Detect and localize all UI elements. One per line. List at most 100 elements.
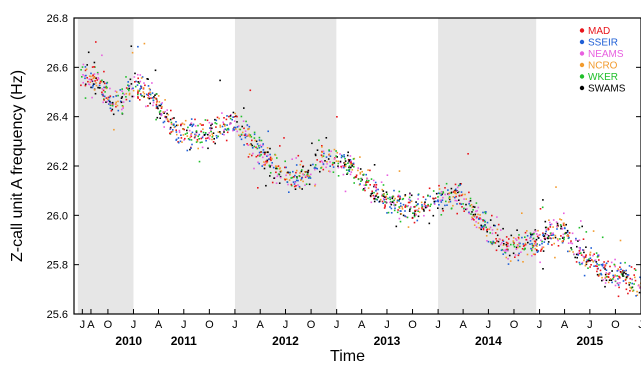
- data-point: [476, 210, 478, 212]
- data-point: [607, 276, 610, 278]
- data-point: [88, 75, 91, 77]
- data-point: [225, 118, 228, 121]
- data-point: [591, 259, 593, 261]
- data-point: [201, 146, 204, 149]
- data-point: [510, 234, 513, 237]
- data-point: [219, 126, 222, 128]
- data-point: [606, 273, 608, 275]
- data-point: [331, 163, 334, 166]
- data-point: [189, 124, 192, 126]
- data-point: [398, 207, 401, 209]
- data-point: [400, 210, 402, 212]
- data-point: [454, 183, 457, 186]
- data-point: [385, 195, 388, 198]
- data-point: [314, 183, 317, 186]
- data-point: [315, 167, 317, 169]
- data-point: [619, 239, 622, 242]
- data-point: [556, 228, 558, 230]
- data-point: [160, 103, 163, 105]
- data-point: [321, 155, 324, 158]
- data-point: [541, 240, 543, 243]
- data-point: [177, 124, 179, 126]
- data-point: [540, 239, 542, 242]
- data-point: [359, 168, 362, 170]
- data-point: [327, 158, 330, 160]
- data-point: [151, 92, 154, 94]
- data-point: [262, 144, 264, 147]
- data-point: [418, 211, 421, 213]
- data-point: [222, 121, 224, 124]
- data-point: [408, 198, 410, 201]
- data-point: [578, 249, 581, 252]
- data-point: [284, 160, 286, 163]
- data-point: [309, 177, 312, 179]
- data-point: [351, 162, 353, 165]
- data-point: [280, 170, 283, 172]
- data-point: [307, 169, 310, 172]
- data-point: [246, 124, 249, 126]
- data-point: [170, 131, 173, 133]
- data-point: [460, 203, 462, 205]
- data-point: [302, 180, 304, 183]
- data-point: [429, 195, 431, 198]
- data-point: [492, 240, 494, 243]
- data-point: [148, 87, 151, 90]
- data-point: [619, 266, 621, 268]
- data-point: [549, 226, 552, 228]
- data-point: [425, 206, 427, 209]
- data-point: [576, 256, 578, 259]
- data-point: [139, 99, 141, 101]
- data-point: [291, 176, 294, 179]
- data-point: [516, 244, 519, 246]
- data-point: [505, 236, 508, 238]
- data-point: [95, 82, 97, 84]
- data-point: [343, 166, 345, 169]
- data-point: [311, 142, 313, 145]
- data-point: [465, 203, 467, 206]
- data-point: [295, 164, 298, 166]
- data-point: [225, 139, 228, 142]
- data-point: [132, 89, 135, 92]
- data-point: [375, 188, 378, 191]
- data-point: [101, 79, 103, 82]
- data-point: [254, 139, 256, 142]
- data-point: [149, 102, 151, 105]
- data-point: [224, 128, 226, 130]
- data-point: [130, 83, 133, 85]
- data-point: [474, 213, 477, 216]
- data-point: [609, 278, 612, 280]
- data-point: [435, 200, 437, 203]
- data-point: [200, 137, 202, 140]
- data-point: [601, 265, 604, 267]
- data-point: [633, 283, 635, 285]
- data-point: [247, 144, 249, 146]
- data-point: [343, 154, 345, 156]
- data-point: [467, 153, 469, 155]
- data-point: [132, 95, 135, 98]
- data-point: [349, 173, 352, 176]
- data-point: [603, 266, 606, 269]
- y-tick-label: 26.8: [47, 13, 68, 25]
- data-point: [563, 212, 565, 215]
- data-point: [329, 170, 331, 173]
- data-point: [502, 240, 505, 243]
- data-point: [333, 162, 336, 164]
- data-point: [457, 184, 460, 187]
- data-point: [475, 202, 478, 204]
- data-point: [362, 189, 364, 191]
- data-point: [397, 195, 399, 198]
- data-point: [393, 202, 395, 204]
- data-point: [595, 252, 598, 254]
- data-point: [537, 250, 540, 252]
- data-point: [505, 241, 508, 244]
- data-point: [374, 181, 377, 184]
- data-point: [503, 243, 505, 245]
- data-point: [412, 212, 414, 214]
- data-point: [268, 164, 271, 167]
- data-point: [631, 278, 633, 281]
- data-point: [630, 266, 633, 268]
- data-point: [206, 137, 209, 139]
- data-point: [211, 136, 214, 138]
- data-point: [149, 91, 151, 94]
- data-point: [455, 188, 457, 191]
